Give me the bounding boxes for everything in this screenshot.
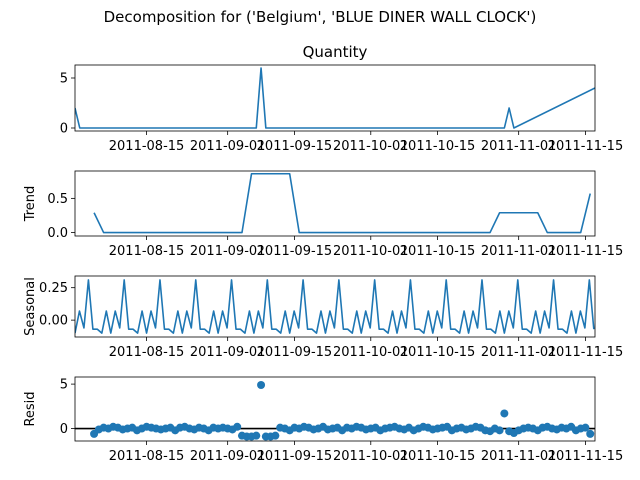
x-tick-label: 2011-09-01	[190, 449, 266, 464]
resid-point	[495, 426, 504, 435]
plot-area	[75, 381, 595, 441]
x-tick-label: 2011-11-15	[548, 244, 624, 259]
x-tick-label: 2011-09-15	[257, 449, 333, 464]
y-axis-label: Trend	[23, 186, 38, 223]
y-tick-label: 5	[60, 378, 68, 393]
resid-point	[257, 381, 266, 389]
y-tick-label: 0.25	[39, 281, 68, 296]
y-tick-label: 0	[60, 422, 68, 437]
series-line	[75, 67, 595, 129]
series-line	[75, 279, 595, 334]
resid-point	[271, 431, 280, 440]
x-tick-label: 2011-08-15	[109, 139, 185, 154]
series-line	[93, 172, 592, 234]
x-tick-label: 2011-11-15	[548, 449, 624, 464]
resid-point	[500, 409, 509, 418]
x-tick-label: 2011-09-01	[190, 139, 266, 154]
x-tick-label: 2011-09-01	[190, 345, 266, 360]
axes-frame	[74, 170, 596, 237]
x-tick-label: 2011-08-15	[109, 449, 185, 464]
chart-panel-1: Quantity 0 5 2011-08-15 2011-09-012011-09-15…	[60, 43, 624, 154]
y-tick-label: 0	[60, 122, 68, 137]
y-tick-label: 0.0	[47, 226, 68, 241]
x-tick-label: 2011-08-15	[109, 244, 185, 259]
x-tick-label: 2011-10-15	[400, 244, 476, 259]
y-axis-label: Seasonal	[23, 277, 38, 336]
x-tick-label: 2011-10-15	[400, 449, 476, 464]
x-tick-label: 2011-09-15	[257, 345, 333, 360]
y-tick-label: 5	[60, 72, 68, 87]
y-tick-label: 0.00	[39, 314, 68, 329]
x-tick-label: 2011-11-01	[481, 449, 557, 464]
x-tick-label: 2011-10-01	[333, 139, 409, 154]
plot-area	[75, 279, 595, 334]
x-tick-label: 2011-10-01	[333, 449, 409, 464]
resid-point	[252, 431, 261, 440]
plot-area	[75, 67, 595, 129]
axes-frame	[74, 376, 596, 442]
x-tick-label: 2011-10-01	[333, 244, 409, 259]
y-tick-label: 0.5	[47, 192, 68, 207]
figure-suptitle: Decomposition for ('Belgium', 'BLUE DINE…	[104, 8, 537, 26]
x-tick-label: 2011-09-01	[190, 244, 266, 259]
chart-title: Quantity	[303, 43, 368, 61]
x-tick-label: 2011-11-15	[548, 345, 624, 360]
x-tick-label: 2011-11-01	[481, 244, 557, 259]
axes-frame	[74, 275, 596, 338]
x-tick-label: 2011-10-01	[333, 345, 409, 360]
x-tick-label: 2011-11-15	[548, 139, 624, 154]
plot-area	[93, 172, 592, 234]
x-tick-label: 2011-10-15	[400, 139, 476, 154]
x-tick-label: 2011-09-15	[257, 139, 333, 154]
axes-frame	[74, 64, 596, 132]
chart-panel-2: Trend 0.0 0.5 2011-08-15 2011-09-012011-09-1…	[23, 170, 624, 259]
resid-point	[233, 422, 242, 431]
x-tick-label: 2011-08-15	[109, 345, 185, 360]
x-tick-label: 2011-11-01	[481, 345, 557, 360]
x-tick-label: 2011-10-15	[400, 345, 476, 360]
y-axis-label: Resid	[23, 391, 38, 426]
resid-point	[586, 429, 595, 438]
x-tick-label: 2011-09-15	[257, 244, 333, 259]
resid-point	[581, 423, 590, 432]
x-tick-label: 2011-11-01	[481, 139, 557, 154]
